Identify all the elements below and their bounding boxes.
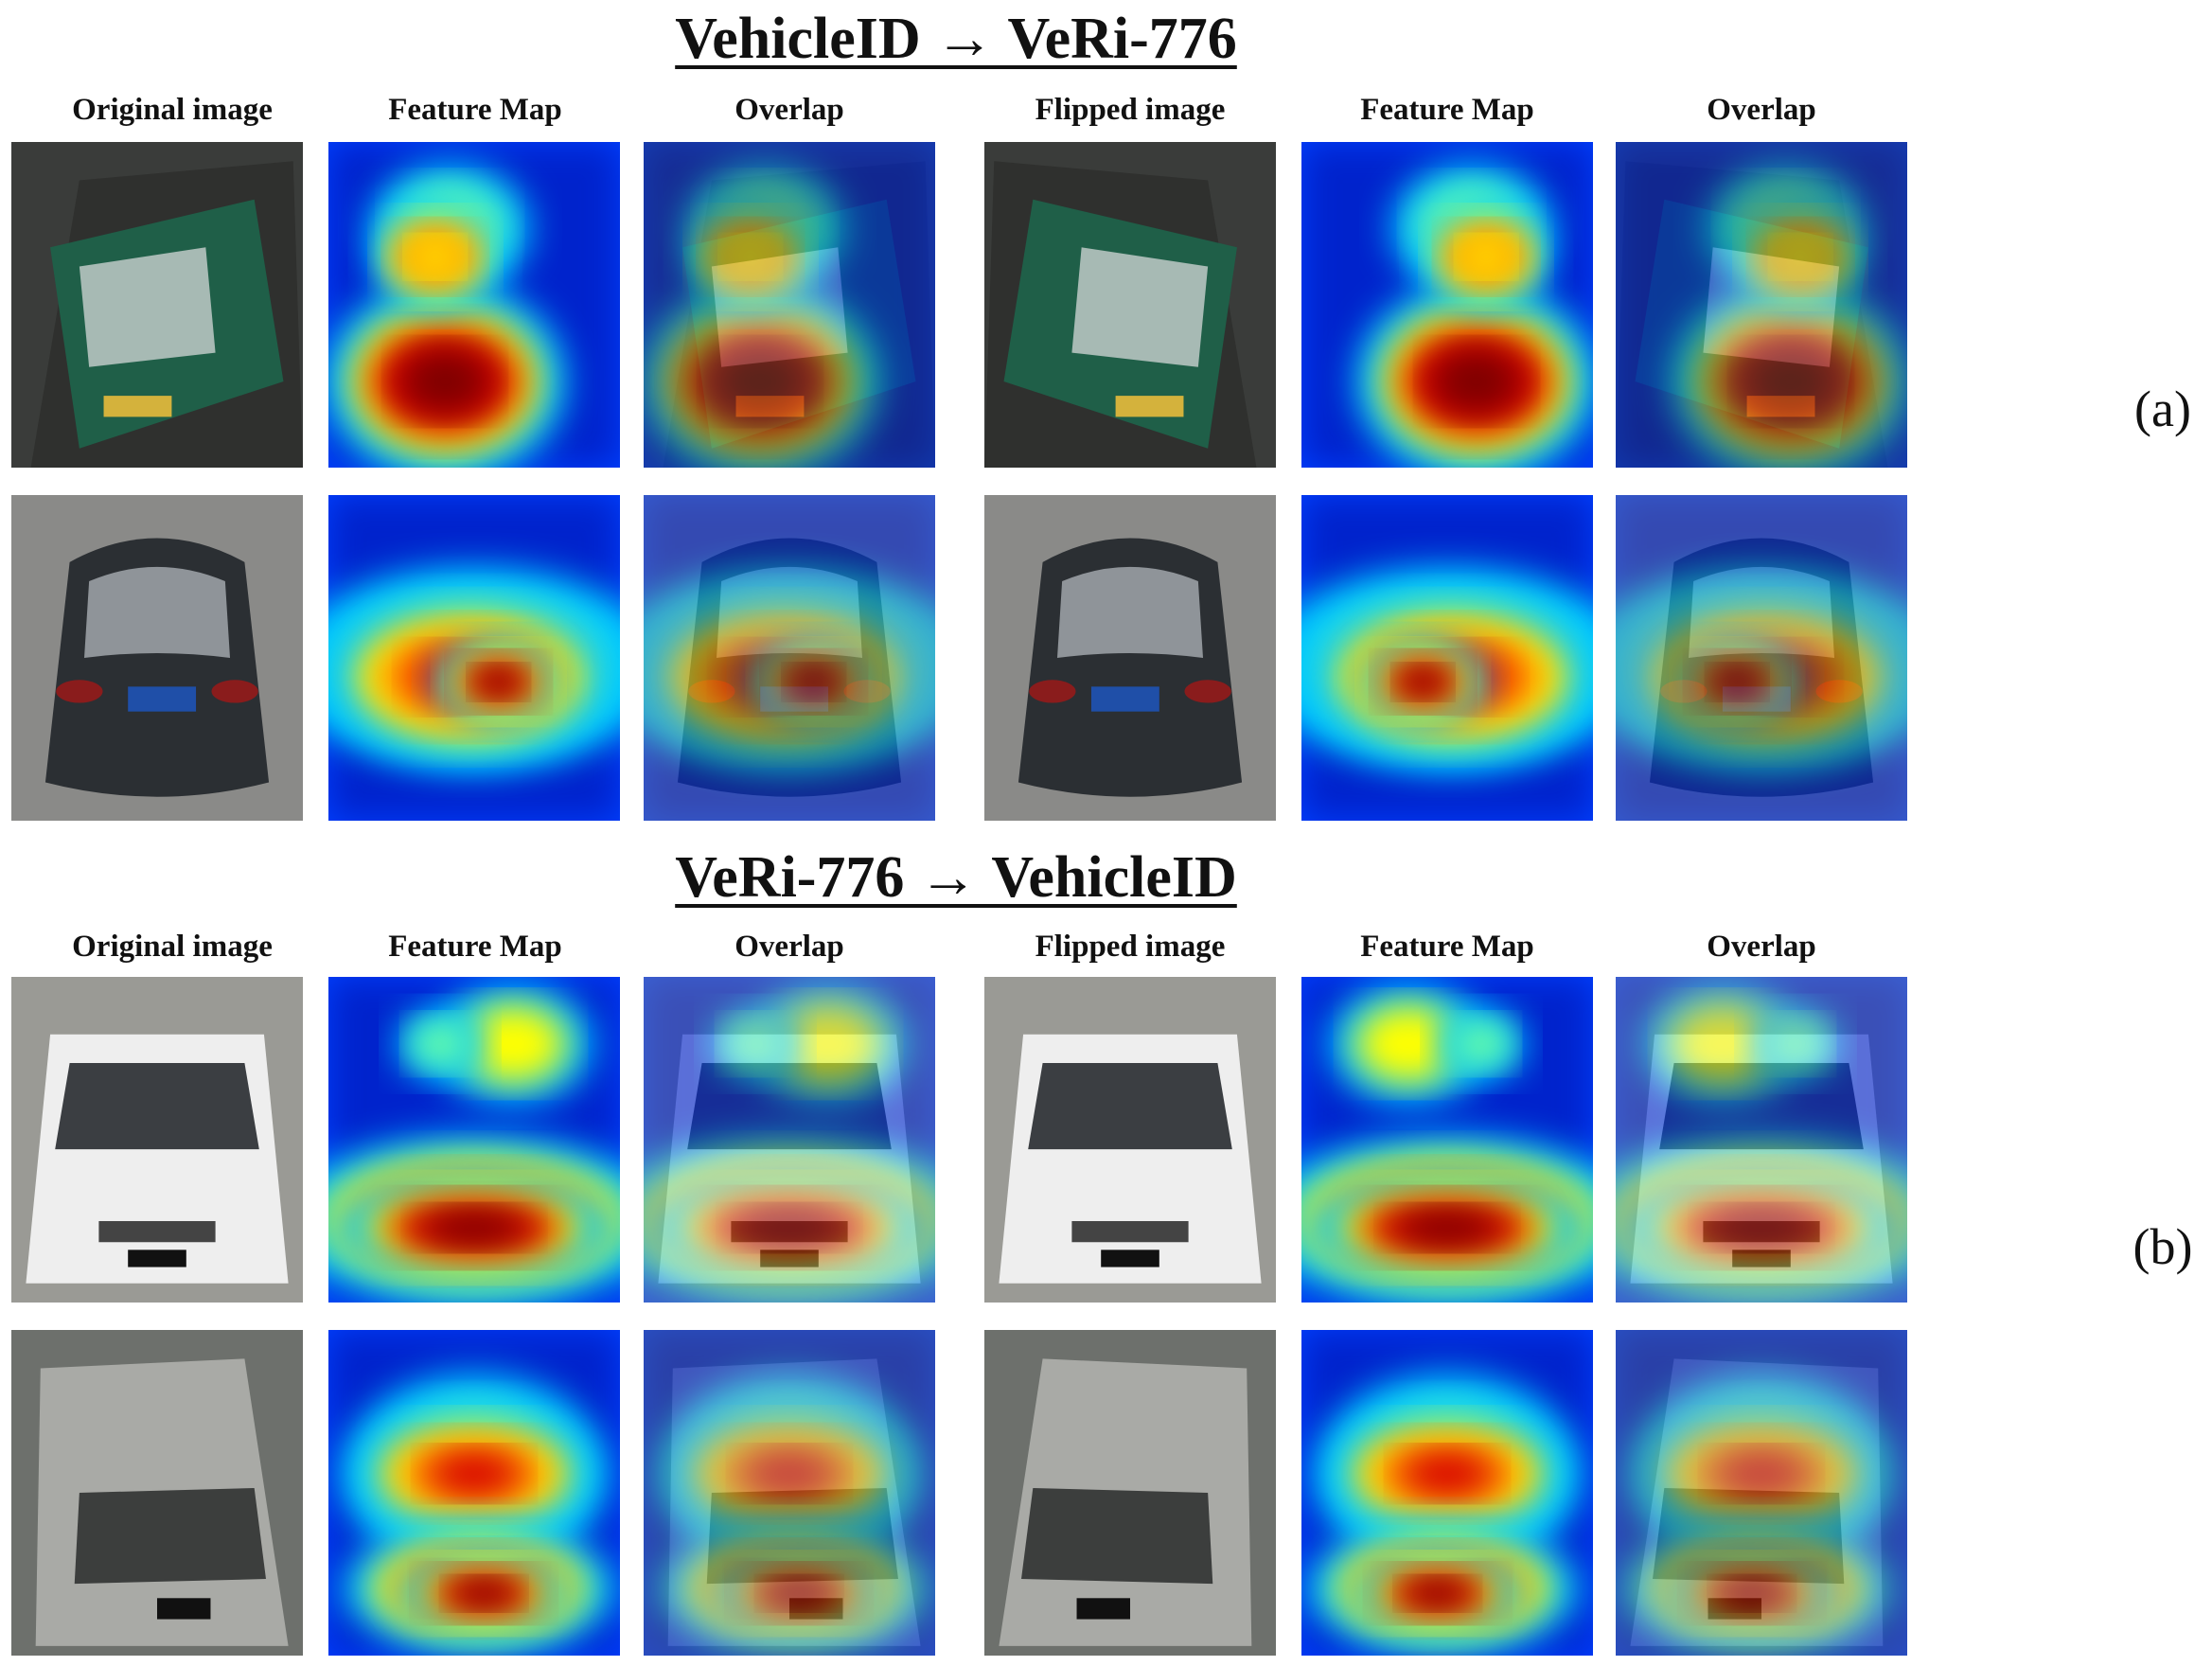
panel-feature-map-flipped-a-row1 <box>1301 142 1593 468</box>
panel-feature-map-b-row1 <box>328 977 620 1303</box>
panel-feature-map-a-row1 <box>328 142 620 468</box>
part-label-a: (a) <box>2134 381 2191 437</box>
col-label-flipped-a: Flipped image <box>1035 93 1226 127</box>
panel-overlap-flipped-a-row1 <box>1616 142 1907 468</box>
col-label-overlap-flipped-a: Overlap <box>1707 93 1816 127</box>
col-label-original-b: Original image <box>72 930 273 964</box>
panel-overlap-flipped-a-row2 <box>1616 495 1907 821</box>
panel-overlap-graphic <box>644 1330 935 1656</box>
panel-overlap-flipped-graphic <box>1616 977 1907 1303</box>
panel-flipped-graphic <box>984 142 1276 468</box>
panel-feature-map-flipped-graphic <box>1301 1330 1593 1656</box>
panel-flipped-b-row2 <box>984 1330 1276 1656</box>
panel-feature-map-graphic <box>328 495 620 821</box>
panel-feature-map-flipped-b-row1 <box>1301 977 1593 1303</box>
col-label-overlap-a: Overlap <box>734 93 844 127</box>
panel-overlap-b-row1 <box>644 977 935 1303</box>
col-label-overlap-b: Overlap <box>734 930 844 964</box>
panel-feature-map-flipped-graphic <box>1301 142 1593 468</box>
col-label-original-a: Original image <box>72 93 273 127</box>
panel-feature-map-graphic <box>328 977 620 1303</box>
panel-overlap-graphic <box>644 142 935 468</box>
panel-overlap-a-row1 <box>644 142 935 468</box>
panel-original-graphic <box>11 142 303 468</box>
panel-original-graphic <box>11 1330 303 1656</box>
panel-original-a-row2 <box>11 495 303 821</box>
section-title-a: VehicleID → VeRi-776 <box>0 9 1912 68</box>
panel-feature-map-graphic <box>328 142 620 468</box>
panel-overlap-flipped-graphic <box>1616 142 1907 468</box>
panel-feature-map-b-row2 <box>328 1330 620 1656</box>
panel-original-a-row1 <box>11 142 303 468</box>
panel-overlap-flipped-graphic <box>1616 495 1907 821</box>
panel-flipped-a-row1 <box>984 142 1276 468</box>
col-label-feature-map-flipped-a: Feature Map <box>1360 93 1534 127</box>
section-title-a-text: VehicleID → VeRi-776 <box>675 7 1237 71</box>
section-title-b-text: VeRi-776 → VehicleID <box>675 845 1237 910</box>
panel-flipped-a-row2 <box>984 495 1276 821</box>
col-label-flipped-b: Flipped image <box>1035 930 1226 964</box>
panel-overlap-b-row2 <box>644 1330 935 1656</box>
panel-flipped-graphic <box>984 495 1276 821</box>
panel-feature-map-flipped-graphic <box>1301 977 1593 1303</box>
panel-feature-map-flipped-a-row2 <box>1301 495 1593 821</box>
panel-feature-map-flipped-b-row2 <box>1301 1330 1593 1656</box>
part-label-b: (b) <box>2132 1218 2193 1275</box>
panel-original-b-row1 <box>11 977 303 1303</box>
panel-feature-map-a-row2 <box>328 495 620 821</box>
panel-original-b-row2 <box>11 1330 303 1656</box>
panel-flipped-graphic <box>984 977 1276 1303</box>
panel-feature-map-graphic <box>328 1330 620 1656</box>
panel-feature-map-flipped-graphic <box>1301 495 1593 821</box>
col-label-feature-map-a: Feature Map <box>388 93 562 127</box>
panel-overlap-flipped-b-row1 <box>1616 977 1907 1303</box>
panel-overlap-flipped-b-row2 <box>1616 1330 1907 1656</box>
col-label-feature-map-b: Feature Map <box>388 930 562 964</box>
panel-overlap-flipped-graphic <box>1616 1330 1907 1656</box>
panel-overlap-graphic <box>644 495 935 821</box>
panel-flipped-b-row1 <box>984 977 1276 1303</box>
col-label-overlap-flipped-b: Overlap <box>1707 930 1816 964</box>
panel-overlap-a-row2 <box>644 495 935 821</box>
panel-original-graphic <box>11 977 303 1303</box>
panel-flipped-graphic <box>984 1330 1276 1656</box>
section-title-b: VeRi-776 → VehicleID <box>0 848 1912 907</box>
col-label-feature-map-flipped-b: Feature Map <box>1360 930 1534 964</box>
panel-original-graphic <box>11 495 303 821</box>
panel-overlap-graphic <box>644 977 935 1303</box>
